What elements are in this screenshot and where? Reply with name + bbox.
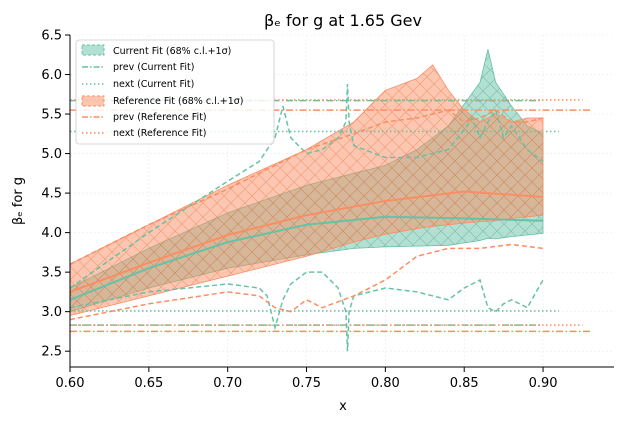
y-tick-label: 6.5 — [41, 29, 62, 44]
legend-entry-current-band: Current Fit (68% c.l.+1σ) — [81, 44, 231, 57]
y-tick-label: 2.5 — [41, 345, 62, 360]
x-tick-label: 0.65 — [134, 376, 163, 391]
y-tick-label: 4.0 — [41, 226, 62, 241]
line-reference-fit-central — [70, 190, 544, 293]
y-tick-label: 5.0 — [41, 147, 62, 162]
legend-swatch-reference-band — [81, 95, 105, 107]
y-tick-label: 6.0 — [41, 68, 62, 83]
x-tick-label: 0.75 — [292, 376, 321, 391]
legend-entry-prev-current: prev (Current Fit) — [82, 62, 194, 73]
legend-entry-next-reference: next (Reference Fit) — [82, 128, 206, 139]
curve-reference-fit-upper-dashed — [70, 109, 544, 265]
legend-entry-prev-reference: prev (Reference Fit) — [82, 112, 207, 123]
x-tick-label: 0.90 — [529, 376, 558, 391]
x-tick-label: 0.85 — [450, 376, 479, 391]
legend-label: next (Current Fit) — [113, 79, 194, 90]
legend-swatch-current-band — [81, 44, 105, 56]
chart-title: βₑ for g at 1.65 Gev — [264, 11, 422, 30]
x-tick-label: 0.70 — [213, 376, 242, 391]
legend-label: Reference Fit (68% c.l.+1σ) — [113, 96, 244, 107]
y-tick-label: 3.5 — [41, 266, 62, 281]
legend-label: next (Reference Fit) — [113, 128, 206, 139]
legend-frame — [75, 39, 275, 145]
legend-label: prev (Reference Fit) — [113, 112, 207, 123]
x-tick-label: 0.60 — [56, 376, 85, 391]
curve-reference-fit-lower-dashed — [70, 243, 544, 321]
y-ticks: 2.5 3.0 3.5 4.0 4.5 5.0 5.5 6.0 6.5 — [41, 29, 70, 360]
x-tick-label: 0.80 — [371, 376, 400, 391]
curve-current-fit-lower-dashed — [70, 271, 544, 352]
x-axis-label: x — [339, 399, 347, 414]
legend: Current Fit (68% c.l.+1σ) prev (Current … — [75, 39, 275, 145]
y-tick-label: 5.5 — [41, 108, 62, 123]
legend-label: Current Fit (68% c.l.+1σ) — [113, 46, 231, 57]
legend-entry-reference-band: Reference Fit (68% c.l.+1σ) — [81, 95, 244, 107]
y-axis-label: βₑ for g — [11, 177, 26, 225]
y-tick-label: 3.0 — [41, 305, 62, 320]
legend-entry-next-current: next (Current Fit) — [82, 79, 194, 90]
line-current-fit-central — [70, 215, 544, 301]
x-ticks: 0.60 0.65 0.70 0.75 0.80 0.85 0.90 — [56, 367, 558, 391]
legend-label: prev (Current Fit) — [113, 62, 194, 73]
band-hatch-reference-fit-68-c-l-1 — [70, 65, 543, 316]
y-tick-label: 4.5 — [41, 187, 62, 202]
